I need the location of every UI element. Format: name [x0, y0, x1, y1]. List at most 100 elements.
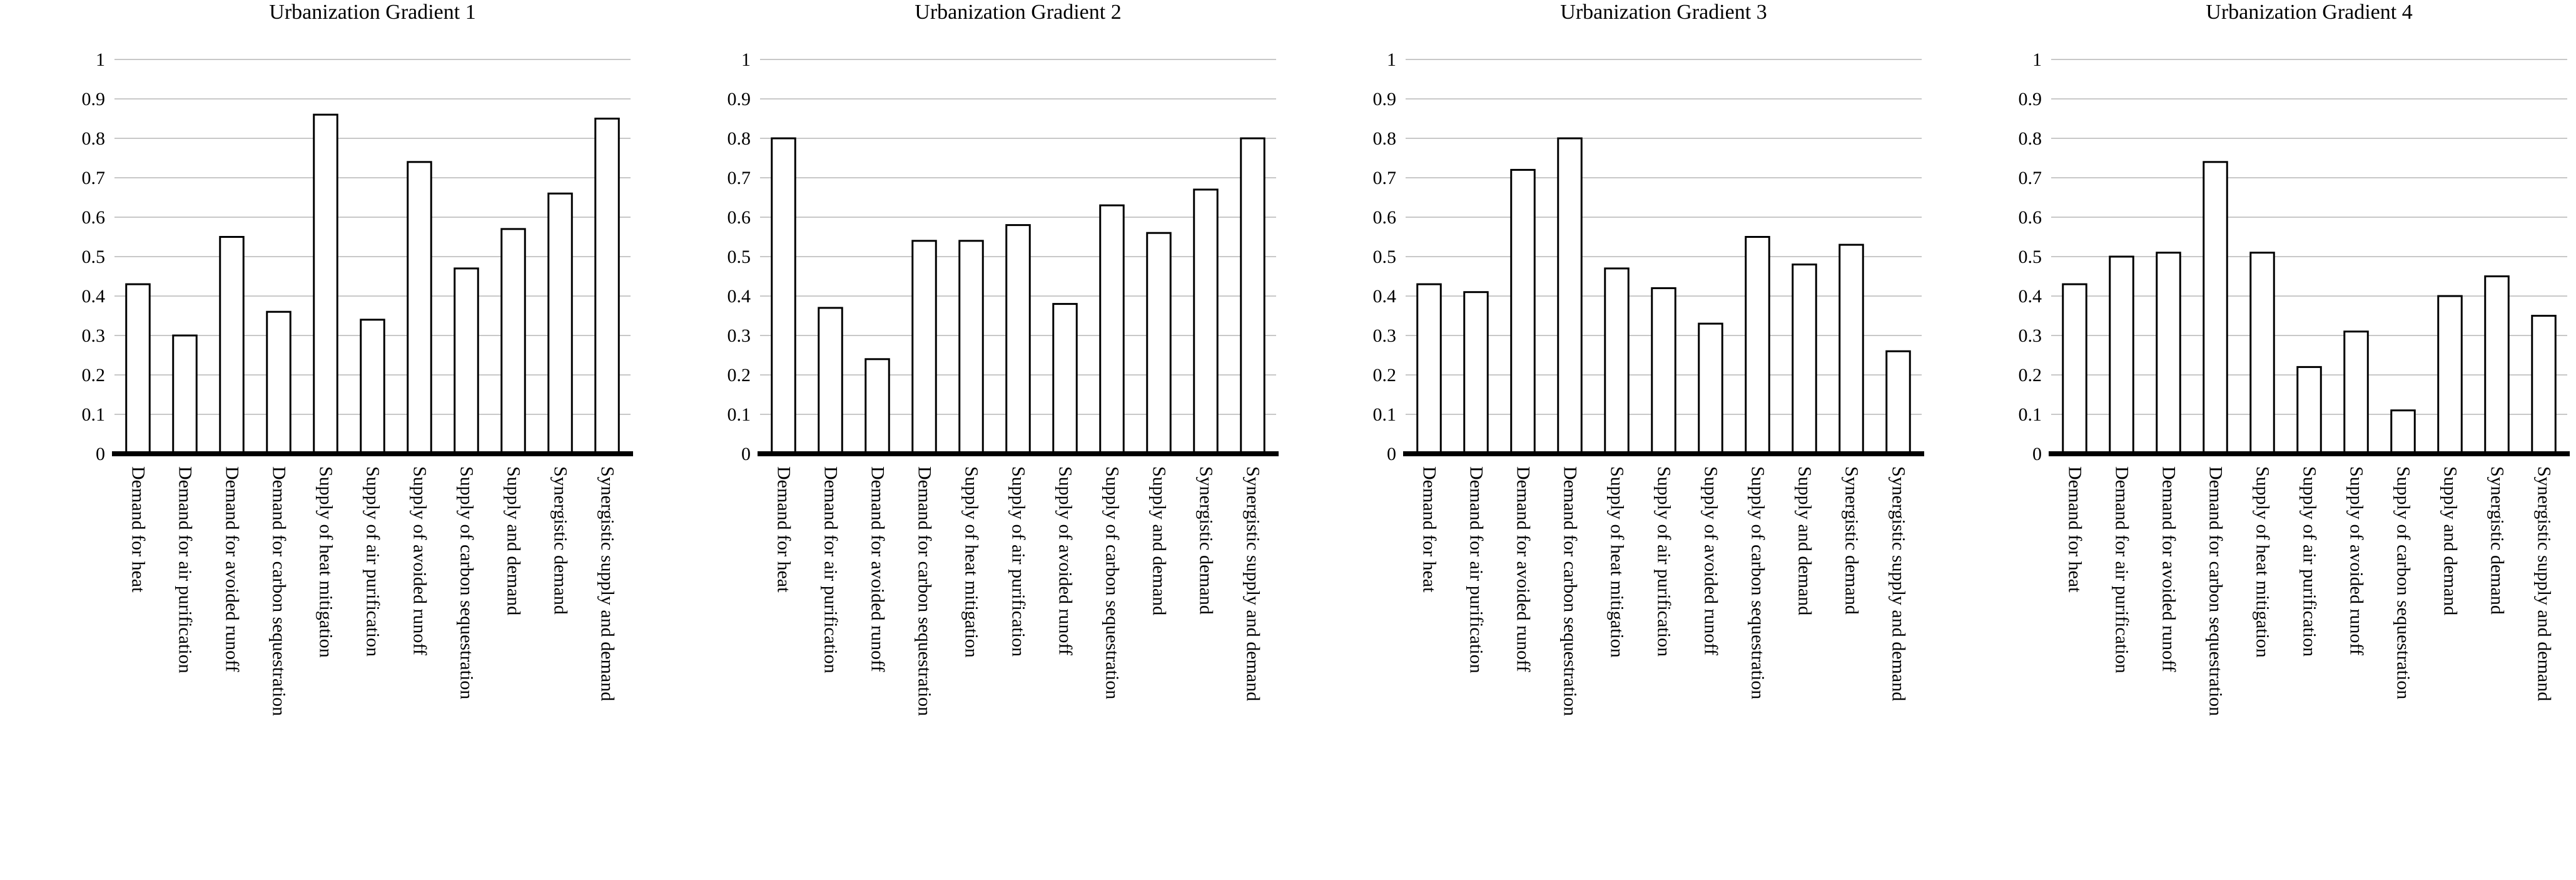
y-tick-label: 0.7 — [2019, 168, 2042, 188]
category-label: Synergistic demand — [1842, 466, 1862, 615]
category-label: Demand for air purification — [2112, 466, 2132, 673]
y-tick-label: 1 — [741, 49, 751, 70]
bar-4 — [2203, 161, 2228, 455]
category-label: Synergistic demand — [1196, 466, 1217, 615]
y-tick-label: 0.4 — [728, 286, 751, 307]
category-label: Supply of air purification — [1654, 466, 1675, 657]
bar-3 — [1510, 168, 1536, 455]
y-tick-label: 0.7 — [82, 168, 106, 188]
category-label: Supply and demand — [1149, 466, 1170, 615]
category-label: Supply of avoided runoff — [1701, 466, 1722, 655]
category-label: Demand for heat — [774, 466, 794, 593]
bar-4 — [266, 310, 292, 455]
y-tick-label: 0.5 — [1373, 247, 1397, 267]
bar-2 — [172, 334, 198, 455]
y-tick-label: 0.5 — [728, 247, 751, 267]
category-label: Supply of avoided runoff — [410, 466, 430, 655]
chart-panel-1: Urbanization Gradient 1 0 0.1 0.2 0.3 0.4 0.5 0… — [82, 1, 633, 716]
y-tick-label: 0.4 — [1373, 286, 1397, 307]
chart-title: Urbanization Gradient 2 — [915, 1, 1121, 24]
category-label: Demand for heat — [2065, 466, 2086, 593]
bar-6 — [2296, 366, 2322, 455]
y-tick-label: 0.9 — [728, 89, 751, 110]
bar-1 — [1416, 283, 1442, 455]
category-label: Demand for carbon sequestration — [269, 466, 290, 716]
bar-5 — [313, 113, 338, 455]
bar-9 — [2437, 295, 2463, 455]
y-tick-label: 0.2 — [1373, 365, 1397, 386]
category-label: Demand for carbon sequestration — [2206, 466, 2226, 716]
y-tick-label: 0.4 — [2019, 286, 2042, 307]
category-label: Demand for avoided runoff — [2159, 466, 2179, 672]
category-label: Supply of heat mitigation — [1607, 466, 1628, 658]
bar-11 — [2531, 315, 2557, 455]
bar-6 — [1005, 224, 1031, 455]
category-label: Demand for heat — [128, 466, 149, 593]
y-tick-label: 0.8 — [1373, 128, 1397, 149]
category-label: Supply of carbon sequestration — [457, 466, 477, 699]
bar-1 — [125, 283, 151, 455]
category-label: Supply and demand — [1795, 466, 1815, 615]
y-tick-label: 0.1 — [728, 404, 751, 425]
bar-4 — [911, 240, 937, 455]
y-tick-label: 0.6 — [728, 207, 751, 228]
bar-2 — [2109, 255, 2134, 455]
bar-10 — [1193, 188, 1219, 455]
y-tick-label: 0 — [741, 444, 751, 464]
category-label: Supply and demand — [504, 466, 524, 615]
category-label: Synergistic supply and demand — [2534, 466, 2555, 701]
chart-title: Urbanization Gradient 4 — [2206, 1, 2412, 24]
y-tick-label: 0.9 — [1373, 89, 1397, 110]
bar-9 — [1792, 263, 1817, 455]
category-label: Supply of carbon sequestration — [2393, 466, 2414, 699]
bar-6 — [1651, 287, 1676, 455]
y-tick-label: 0.3 — [1373, 325, 1397, 346]
category-label: Demand for air purification — [821, 466, 841, 673]
bar-3 — [865, 358, 890, 455]
category-label: Demand for avoided runoff — [868, 466, 888, 672]
category-label: Synergistic demand — [550, 466, 571, 615]
y-tick-label: 0.1 — [1373, 404, 1397, 425]
bar-1 — [771, 137, 796, 455]
bar-9 — [500, 228, 526, 455]
category-label: Demand for air purification — [175, 466, 196, 673]
y-tick-label: 0.5 — [82, 247, 106, 267]
y-tick-label: 0.9 — [82, 89, 106, 110]
bar-11 — [594, 118, 620, 455]
y-tick-label: 0.8 — [2019, 128, 2042, 149]
bar-7 — [1052, 303, 1078, 455]
chart-panel-2: Urbanization Gradient 2 0 0.1 0.2 0.3 0.4 0.5 0… — [728, 1, 1279, 716]
y-tick-label: 1 — [96, 49, 105, 70]
category-label: Demand for carbon sequestration — [1560, 466, 1581, 716]
y-tick-label: 0.9 — [2019, 89, 2042, 110]
y-tick-label: 0 — [96, 444, 105, 464]
y-tick-label: 0.2 — [2019, 365, 2042, 386]
category-label: Supply of heat mitigation — [961, 466, 982, 658]
category-label: Supply and demand — [2440, 466, 2461, 615]
y-tick-label: 0.2 — [82, 365, 106, 386]
category-label: Synergistic supply and demand — [1889, 466, 1909, 701]
chart-panel-3: Urbanization Gradient 3 0 0.1 0.2 0.3 0.4 0.5 0… — [1373, 1, 1924, 716]
y-tick-label: 0.3 — [82, 325, 106, 346]
y-tick-label: 0.6 — [82, 207, 106, 228]
category-label: Supply of carbon sequestration — [1102, 466, 1123, 699]
category-label: Supply of carbon sequestration — [1748, 466, 1768, 699]
bar-7 — [407, 161, 432, 455]
bar-5 — [2249, 252, 2275, 455]
category-label: Demand for heat — [1419, 466, 1440, 593]
y-tick-label: 0.3 — [2019, 325, 2042, 346]
bar-2 — [1463, 291, 1489, 455]
bar-1 — [2062, 283, 2087, 455]
bar-2 — [818, 307, 843, 455]
bar-8 — [454, 267, 479, 455]
y-tick-label: 1 — [1387, 49, 1396, 70]
category-label: Supply of air purification — [2300, 466, 2320, 657]
y-tick-label: 0.8 — [728, 128, 751, 149]
y-tick-label: 0.4 — [82, 286, 106, 307]
y-tick-label: 0.2 — [728, 365, 751, 386]
category-label: Supply of air purification — [363, 466, 383, 657]
y-tick-label: 0.6 — [1373, 207, 1397, 228]
category-label: Demand for air purification — [1466, 466, 1487, 673]
y-tick-label: 0.1 — [82, 404, 106, 425]
bar-7 — [1698, 322, 1723, 455]
